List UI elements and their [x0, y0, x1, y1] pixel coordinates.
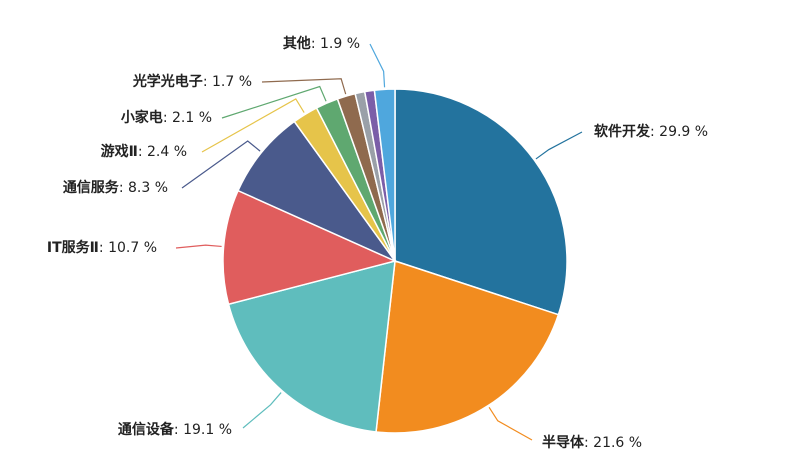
data-label: 软件开发: 29.9 % — [594, 123, 708, 140]
data-label-value: : 19.1 % — [174, 422, 232, 438]
leader-line — [369, 43, 386, 88]
pie-slice — [227, 260, 396, 433]
leader-line — [181, 140, 261, 189]
data-label-name: 光学光电子 — [132, 73, 203, 90]
data-label: 其他: 1.9 % — [283, 35, 360, 52]
leader-lines — [175, 43, 583, 441]
data-label-value: : 2.1 % — [163, 110, 212, 126]
leader-line — [535, 131, 583, 160]
data-label-value: : 1.7 % — [203, 74, 252, 90]
data-label-name: 软件开发 — [594, 123, 651, 140]
pie-slice — [373, 88, 396, 262]
pie-slice — [237, 120, 398, 263]
data-label: 游戏Ⅱ: 2.4 % — [101, 143, 187, 160]
leader-line — [175, 244, 222, 249]
leader-line — [261, 78, 347, 95]
leader-line — [201, 98, 305, 153]
pie-slice — [222, 189, 398, 306]
leader-line — [221, 85, 327, 119]
data-label-value: : 1.9 % — [311, 36, 360, 52]
pie-slices — [222, 88, 568, 434]
pie-slice — [394, 88, 568, 316]
leader-line — [242, 392, 282, 429]
data-label-name: 通信设备 — [118, 421, 175, 438]
data-label: 通信设备: 19.1 % — [118, 421, 232, 438]
data-label: 小家电: 2.1 % — [121, 109, 212, 126]
pie-slice — [375, 259, 560, 434]
data-label-value: : 10.7 % — [99, 240, 157, 256]
data-label-value: : 8.3 % — [119, 180, 168, 196]
data-label-value: : 21.6 % — [584, 435, 642, 451]
data-label-name: 其他 — [283, 35, 311, 52]
data-label-value: : 2.4 % — [138, 144, 187, 160]
data-label-name: 游戏Ⅱ — [101, 143, 138, 160]
data-label-value: : 29.9 % — [650, 124, 708, 140]
data-label: IT服务Ⅱ: 10.7 % — [47, 239, 157, 256]
data-label: 光学光电子: 1.7 % — [132, 73, 252, 90]
leader-line — [488, 407, 533, 441]
data-label-name: IT服务Ⅱ — [47, 239, 99, 256]
data-label: 通信服务: 8.3 % — [63, 179, 168, 196]
data-label-name: 通信服务 — [63, 179, 120, 196]
data-label-name: 小家电 — [121, 109, 163, 126]
data-label: 半导体: 21.6 % — [542, 434, 642, 451]
slice-labels: 软件开发: 29.9 % 半导体: 21.6 % 通信设备: 19.1 % IT服务Ⅱ… — [47, 35, 708, 451]
data-label-name: 半导体 — [542, 434, 585, 451]
